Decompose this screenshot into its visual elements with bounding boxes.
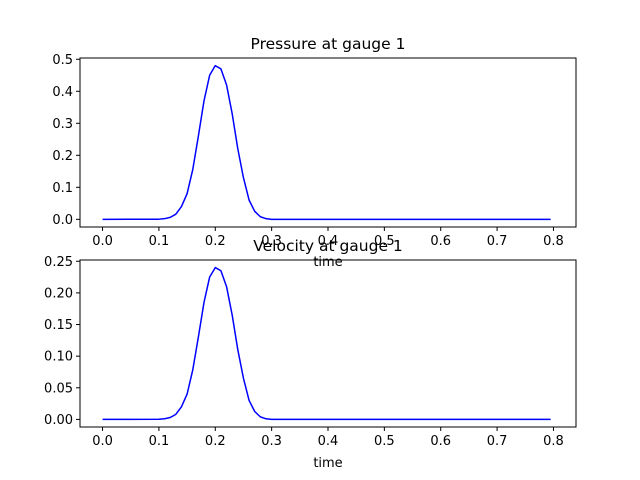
pressure-subplot: Pressure at gauge 1 0.0 0.1 0.2 0.3 0.4 0.5 0.… (52, 35, 577, 270)
pressure-series-layer (102, 64, 551, 221)
velocity-series-layer (102, 266, 551, 421)
pressure-x-tick-label: 0.2 (205, 234, 226, 249)
pressure-y-tick-label: 0.0 (52, 213, 73, 228)
pressure-y-tick-label: 0.2 (52, 149, 73, 164)
velocity-x-tick-label: 0.4 (318, 434, 339, 449)
velocity-x-tick-label: 0.3 (261, 434, 282, 449)
velocity-y-tick-label: 0.05 (44, 381, 73, 396)
pressure-y-tick-label: 0.5 (52, 53, 73, 68)
velocity-y-tick-label: 0.20 (44, 286, 73, 301)
velocity-y-tick-label: 0.10 (44, 350, 73, 365)
pressure-x-tick-label: 0.1 (149, 234, 170, 249)
pressure-y-tick-label: 0.1 (52, 181, 73, 196)
pressure-x-ticks: 0.0 0.1 0.2 0.3 0.4 0.5 0.6 0.7 0.8 (92, 227, 564, 249)
velocity-x-tick-label: 0.1 (149, 434, 170, 449)
velocity-x-tick-label: 0.6 (430, 434, 451, 449)
velocity-y-tick-label: 0.15 (44, 318, 73, 333)
velocity-plot-title: Velocity at gauge 1 (253, 237, 403, 255)
pressure-x-tick-label: 0.6 (430, 234, 451, 249)
velocity-subplot: Velocity at gauge 1 0.0 0.1 0.2 0.3 0.4 0.5 0.… (44, 237, 577, 471)
pressure-y-ticks: 0.0 0.1 0.2 0.3 0.4 0.5 (52, 53, 80, 228)
pressure-series-line (102, 64, 551, 221)
velocity-x-axis-label: time (313, 456, 342, 471)
velocity-x-tick-label: 0.8 (543, 434, 564, 449)
velocity-x-tick-label: 0.5 (374, 434, 395, 449)
pressure-x-tick-label: 0.0 (92, 234, 113, 249)
pressure-x-tick-label: 0.4 (318, 234, 339, 249)
velocity-x-ticks: 0.0 0.1 0.2 0.3 0.4 0.5 0.6 0.7 0.8 (92, 427, 564, 449)
pressure-x-axis-label: time (313, 255, 342, 270)
velocity-y-tick-label: 0.00 (44, 413, 73, 428)
pressure-x-tick-label: 0.5 (374, 234, 395, 249)
pressure-x-tick-label: 0.7 (487, 234, 508, 249)
velocity-series-line (102, 266, 551, 421)
velocity-y-ticks: 0.00 0.05 0.10 0.15 0.20 0.25 (44, 255, 80, 428)
pressure-x-tick-label: 0.3 (261, 234, 282, 249)
pressure-x-tick-label: 0.8 (543, 234, 564, 249)
velocity-x-tick-label: 0.0 (92, 434, 113, 449)
velocity-x-tick-label: 0.2 (205, 434, 226, 449)
velocity-y-tick-label: 0.25 (44, 255, 73, 270)
pressure-plot-title: Pressure at gauge 1 (251, 35, 406, 53)
velocity-x-tick-label: 0.7 (487, 434, 508, 449)
pressure-y-tick-label: 0.3 (52, 117, 73, 132)
pressure-y-tick-label: 0.4 (52, 85, 73, 100)
